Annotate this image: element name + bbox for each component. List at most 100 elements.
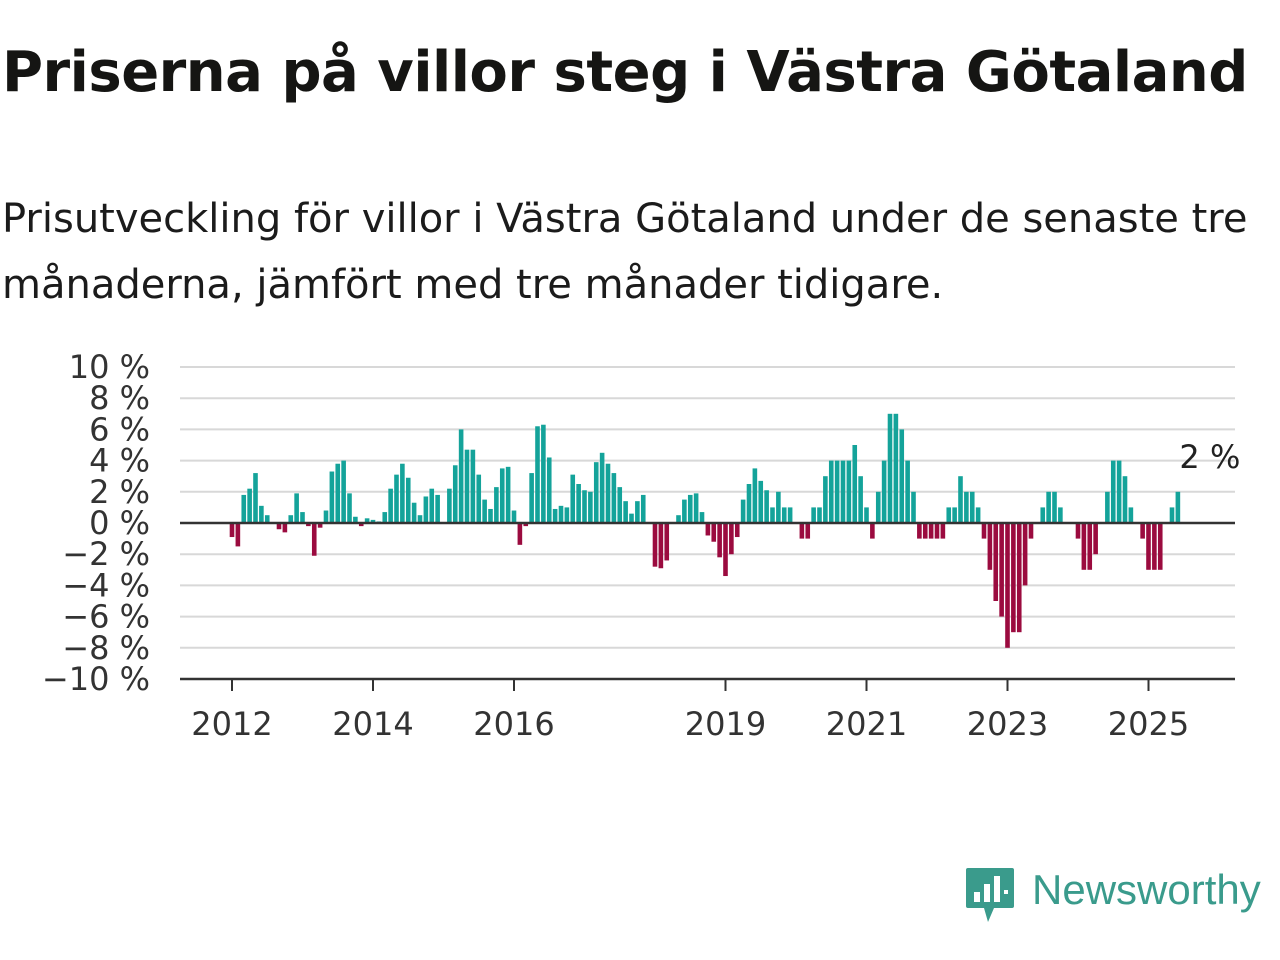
bar [593,462,599,523]
bar [817,507,822,523]
bar [294,493,299,523]
bar [1022,523,1028,586]
bar [576,484,581,523]
bar [946,507,952,523]
bar [840,460,846,523]
bar [552,508,558,523]
bar [640,494,646,523]
x-tick-label: 2016 [473,705,554,743]
bar [975,507,981,523]
bar [535,426,540,523]
bar [993,523,999,601]
bar [335,463,341,523]
bar [1175,491,1181,523]
bar [734,523,740,538]
bar [1140,523,1145,539]
bar [1011,523,1016,633]
bar [1046,491,1051,523]
x-axis: 2012 2014 2016 2019 2021 2023 2025 [180,521,1235,743]
x-tick-label: 2014 [332,705,413,743]
bar [1087,523,1093,570]
bar [693,493,699,523]
bar [805,523,811,539]
bar [1157,523,1163,570]
bar [247,488,252,523]
x-tick-label: 2012 [191,705,272,743]
bar [417,515,423,523]
x-tick-label: 2023 [967,705,1048,743]
y-tick-label: 6 % [89,410,150,448]
bar [364,518,370,523]
y-tick-label: 10 % [69,348,150,386]
chart-subtitle: Prisutveckling för villor i Västra Götal… [2,196,1248,308]
bar [676,515,681,523]
bar [699,512,705,523]
bar [823,476,828,523]
bar [394,474,399,523]
bar [917,523,922,539]
bar [1058,507,1063,523]
bar [329,471,335,523]
bar [1052,491,1057,523]
annotations: 2 % [1179,438,1240,476]
bar [435,494,440,523]
bar [405,477,411,523]
bar [505,466,511,523]
bar [717,523,722,558]
bar [1005,523,1010,648]
bar [623,501,628,523]
chart-title: Priserna på villor steg i Västra Götalan… [2,40,1248,105]
bar [529,473,534,523]
x-tick-label: 2019 [685,705,766,743]
y-tick-label: −10 % [42,660,150,698]
bars [229,413,1181,648]
y-tick-label: −2 % [62,535,150,573]
bar [570,474,576,523]
bar [353,516,358,523]
bar [893,413,899,523]
bar [875,491,881,523]
bar [1093,523,1098,555]
bar [858,476,863,523]
bar [1122,476,1128,523]
bar [746,484,752,523]
latest-value-annotation: 2 % [1179,438,1240,476]
bar [682,499,687,523]
x-tick-label: 2025 [1108,705,1189,743]
bar [599,452,605,523]
bar [488,508,493,523]
x-tick-label: 2021 [826,705,907,743]
bar [864,507,869,523]
bar [470,449,476,523]
bar [306,523,311,527]
bar [635,501,640,523]
bar [253,473,258,523]
bar [611,473,617,523]
bar [341,460,346,523]
bar [629,513,634,523]
y-tick-label: −4 % [62,566,150,604]
bar [958,476,963,523]
bar [282,523,288,533]
bar [588,491,593,523]
bar [499,468,505,523]
bar [1110,460,1116,523]
bar [1075,523,1081,539]
bar [558,505,564,523]
bar [452,465,458,523]
bar [887,413,893,523]
bar [1105,491,1110,523]
bar [1152,523,1157,570]
bar [981,523,987,539]
bar [370,519,376,523]
chart-bubble-icon [966,868,1014,922]
bar [1081,523,1087,570]
bar [564,507,570,523]
bar [729,523,734,555]
bar [652,523,658,567]
bar [664,523,670,561]
y-tick-label: 2 % [89,473,150,511]
bar [928,523,934,539]
bar [235,523,241,547]
bar [1169,507,1175,523]
